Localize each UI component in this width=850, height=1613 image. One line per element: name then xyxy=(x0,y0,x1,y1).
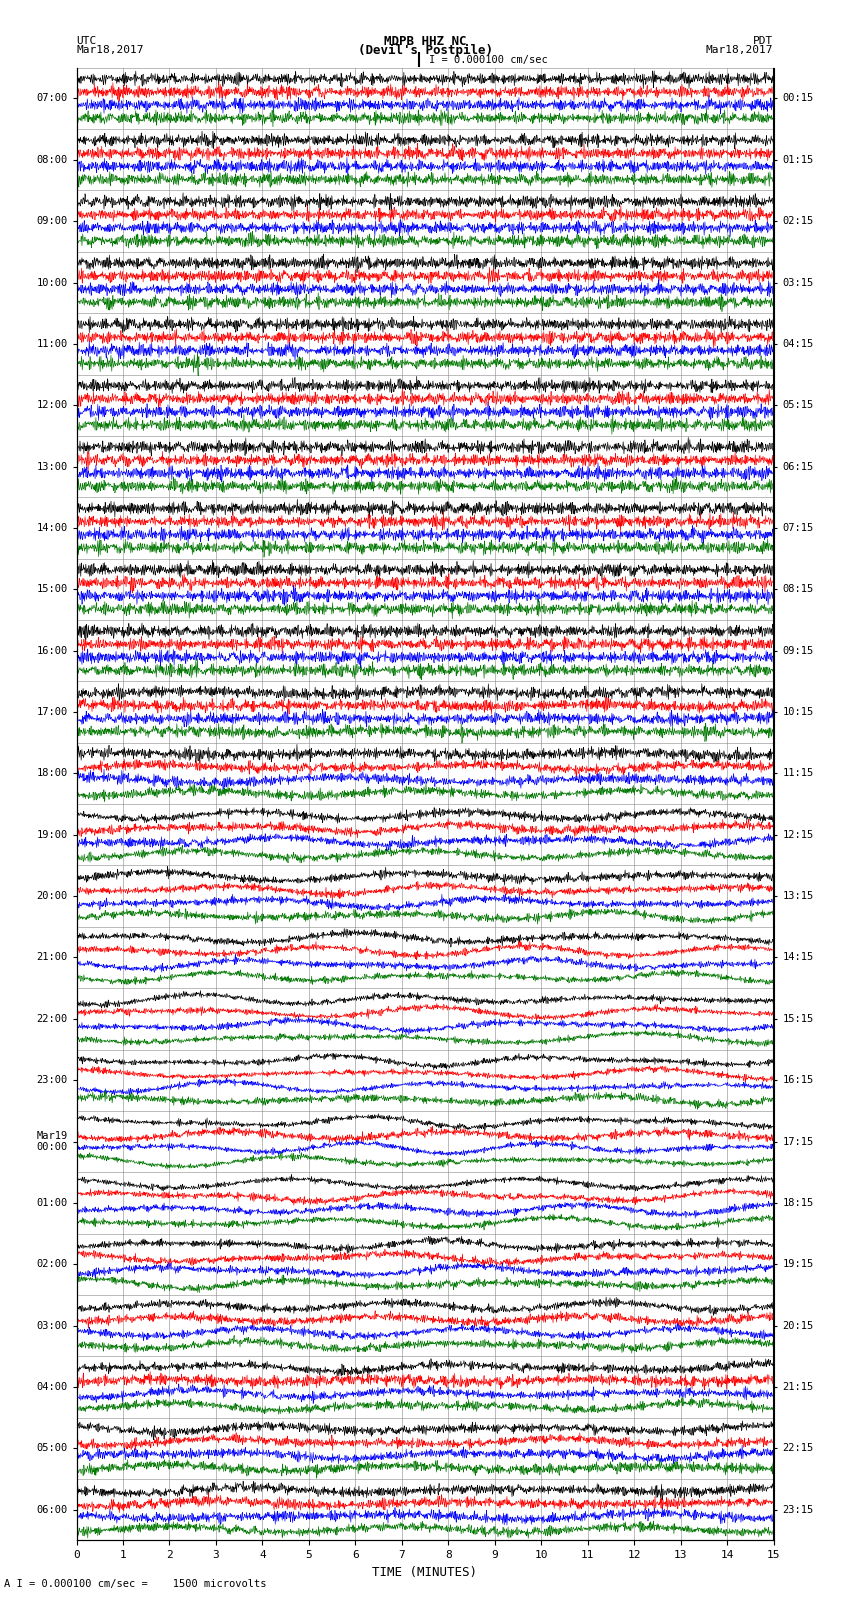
Text: UTC: UTC xyxy=(76,35,97,47)
Text: I = 0.000100 cm/sec: I = 0.000100 cm/sec xyxy=(429,55,548,65)
Text: A I = 0.000100 cm/sec =    1500 microvolts: A I = 0.000100 cm/sec = 1500 microvolts xyxy=(4,1579,267,1589)
Text: PDT: PDT xyxy=(753,35,774,47)
Text: MDPB HHZ NC: MDPB HHZ NC xyxy=(383,34,467,48)
Text: Mar18,2017: Mar18,2017 xyxy=(706,45,774,55)
Text: Mar18,2017: Mar18,2017 xyxy=(76,45,144,55)
Text: (Devil's Postpile): (Devil's Postpile) xyxy=(358,44,492,56)
X-axis label: TIME (MINUTES): TIME (MINUTES) xyxy=(372,1566,478,1579)
